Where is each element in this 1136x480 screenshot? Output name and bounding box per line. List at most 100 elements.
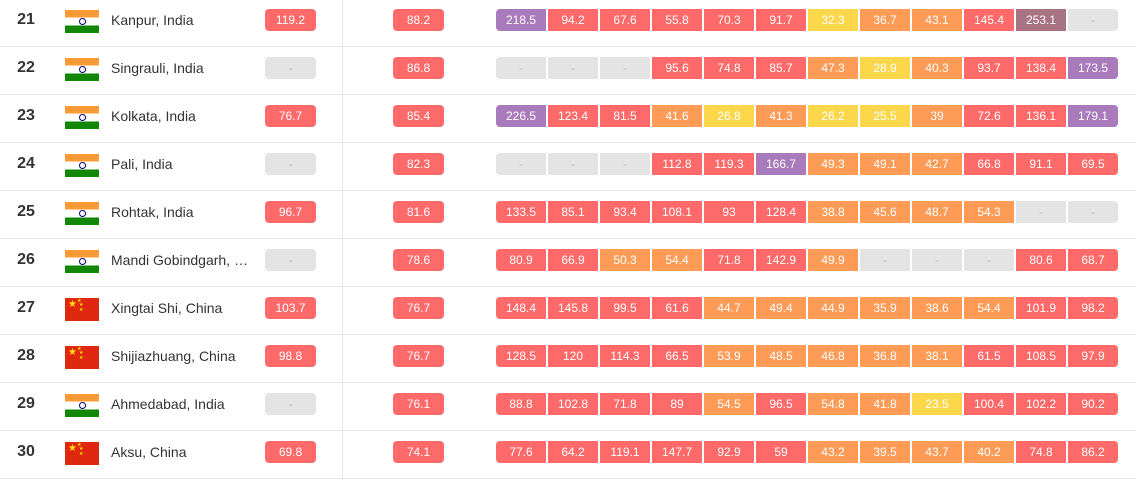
month-value-cell: 133.5 xyxy=(496,201,546,223)
month-value-cell: 100.4 xyxy=(964,393,1014,415)
city-name-link[interactable]: Ahmedabad, India xyxy=(111,396,225,412)
month-value-cell: - xyxy=(600,57,650,79)
city-name-link[interactable]: Kanpur, India xyxy=(111,12,194,28)
month-value-cell: 253.1 xyxy=(1016,9,1066,31)
monthly-values-bar: - - -112.8 119.3 166.7 49.3 49.1 42.7 66.8 91.1 69… xyxy=(496,153,1120,175)
column-divider xyxy=(342,0,343,480)
month-value-cell: 67.6 xyxy=(600,9,650,31)
month-value-cell: 120 xyxy=(548,345,598,367)
india-flag-icon xyxy=(65,10,99,33)
month-value-cell: 102.2 xyxy=(1016,393,1066,415)
month-value-cell: 54.4 xyxy=(652,249,702,271)
city-name-link[interactable]: Xingtai Shi, China xyxy=(111,300,223,316)
rank-number: 26 xyxy=(17,251,35,268)
monthly-values-bar: 77.6 64.2 119.1 147.7 92.9 59 43.2 39.5 43.7 40.2… xyxy=(496,441,1120,463)
month-value-cell: 45.6 xyxy=(860,201,910,223)
month-value-cell: 46.8 xyxy=(808,345,858,367)
month-value-cell: - xyxy=(912,249,962,271)
month-value-cell: 54.4 xyxy=(964,297,1014,319)
flag-star-icon: ★ xyxy=(68,299,77,310)
month-value-cell: 44.9 xyxy=(808,297,858,319)
month-value-cell: 49.4 xyxy=(756,297,806,319)
month-value-cell: 36.8 xyxy=(860,345,910,367)
avg-2023-value: 81.6 xyxy=(393,201,444,223)
month-value-cell: 85.1 xyxy=(548,201,598,223)
city-name-link[interactable]: Mandi Gobindgarh, … xyxy=(111,252,248,268)
month-value-cell: 66.5 xyxy=(652,345,702,367)
month-value-cell: 72.6 xyxy=(964,105,1014,127)
month-value-cell: 218.5 xyxy=(496,9,546,31)
table-row: 22 Singrauli, India -86.8- - -95.6 74.8 85.7 47… xyxy=(0,46,1136,95)
monthly-values-bar: 226.5 123.4 81.5 41.6 26.8 41.3 26.2 25.5 39 72.6… xyxy=(496,105,1120,127)
flag-star-icon: ★ xyxy=(79,302,84,308)
city-name-link[interactable]: Shijiazhuang, China xyxy=(111,348,236,364)
month-value-cell: 119.3 xyxy=(704,153,754,175)
month-value-cell: 93.4 xyxy=(600,201,650,223)
flag-star-icon: ★ xyxy=(79,350,84,356)
month-value-cell: 28.9 xyxy=(860,57,910,79)
table-row: 30 ★ ★ ★ ★ Aksu, China 69.8 74.1 77.6 64.2 119.1 14… xyxy=(0,430,1136,479)
month-value-cell: 93.7 xyxy=(964,57,1014,79)
month-value-cell: 39.5 xyxy=(860,441,910,463)
month-value-cell: 97.9 xyxy=(1068,345,1118,367)
table-row: 24 Pali, India -82.3- - -112.8 119.3 166.7 49.3… xyxy=(0,142,1136,191)
monthly-values-bar: 148.4 145.8 99.5 61.6 44.7 49.4 44.9 35.9 38.6 54… xyxy=(496,297,1120,319)
month-value-cell: 74.8 xyxy=(704,57,754,79)
flag-star-icon: ★ xyxy=(77,442,82,448)
flag-star-icon: ★ xyxy=(79,451,84,457)
avg-2024-value: 103.7 xyxy=(265,297,316,319)
monthly-values-bar: - - -95.6 74.8 85.7 47.3 28.9 40.3 93.7 138.4 173.… xyxy=(496,57,1120,79)
city-name-link[interactable]: Aksu, China xyxy=(111,444,187,460)
month-value-cell: 32.3 xyxy=(808,9,858,31)
month-value-cell: 93 xyxy=(704,201,754,223)
month-value-cell: 25.5 xyxy=(860,105,910,127)
month-value-cell: 41.8 xyxy=(860,393,910,415)
india-flag-icon xyxy=(65,394,99,417)
month-value-cell: 85.7 xyxy=(756,57,806,79)
month-value-cell: 66.8 xyxy=(964,153,1014,175)
rank-number: 24 xyxy=(17,155,35,172)
city-name-link[interactable]: Pali, India xyxy=(111,156,173,172)
table-row: 26 Mandi Gobindgarh, … - 78.6 80.9 66.9 50.3 54… xyxy=(0,238,1136,287)
month-value-cell: 59 xyxy=(756,441,806,463)
month-value-cell: 81.5 xyxy=(600,105,650,127)
month-value-cell: 74.8 xyxy=(1016,441,1066,463)
table-row: 25 Rohtak, India 96.7 81.6 133.5 85.1 93.4 108.… xyxy=(0,190,1136,239)
rank-number: 22 xyxy=(17,59,35,76)
table-row: 21 Kanpur, India 119.2 88.2 218.5 94.2 67.6 55.… xyxy=(0,0,1136,47)
india-flag-icon xyxy=(65,154,99,177)
month-value-cell: - xyxy=(600,153,650,175)
month-value-cell: - xyxy=(1016,201,1066,223)
india-flag-icon xyxy=(65,202,99,225)
table-row: 23 Kolkata, India 76.7 85.4 226.5 123.4 81.5 41… xyxy=(0,94,1136,143)
month-value-cell: 43.1 xyxy=(912,9,962,31)
month-value-cell: 41.6 xyxy=(652,105,702,127)
month-value-cell: - xyxy=(1068,201,1118,223)
month-value-cell: 145.4 xyxy=(964,9,1014,31)
month-value-cell: 90.2 xyxy=(1068,393,1118,415)
month-value-cell: 95.6 xyxy=(652,57,702,79)
avg-2023-value: 78.6 xyxy=(393,249,444,271)
monthly-values-bar: 128.5 120 114.3 66.5 53.9 48.5 46.8 36.8 38.1 61.… xyxy=(496,345,1120,367)
month-value-cell: 61.6 xyxy=(652,297,702,319)
month-value-cell: 148.4 xyxy=(496,297,546,319)
month-value-cell: 91.7 xyxy=(756,9,806,31)
month-value-cell: 226.5 xyxy=(496,105,546,127)
monthly-values-bar: 80.9 66.9 50.3 54.4 71.8 142.9 49.9- - -80.6 68.7 xyxy=(496,249,1120,271)
avg-2023-value: 76.1 xyxy=(393,393,444,415)
month-value-cell: 94.2 xyxy=(548,9,598,31)
avg-2024-value: - xyxy=(265,153,316,175)
month-value-cell: 36.7 xyxy=(860,9,910,31)
month-value-cell: 145.8 xyxy=(548,297,598,319)
table-row: 28 ★ ★ ★ ★ Shijiazhuang, China 98.8 76.7 128.5 12… xyxy=(0,334,1136,383)
city-name-link[interactable]: Singrauli, India xyxy=(111,60,204,76)
month-value-cell: 49.1 xyxy=(860,153,910,175)
month-value-cell: 54.5 xyxy=(704,393,754,415)
china-flag-icon: ★ ★ ★ ★ xyxy=(65,346,99,369)
city-name-link[interactable]: Kolkata, India xyxy=(111,108,196,124)
month-value-cell: 48.5 xyxy=(756,345,806,367)
month-value-cell: 142.9 xyxy=(756,249,806,271)
city-name-link[interactable]: Rohtak, India xyxy=(111,204,194,220)
month-value-cell: - xyxy=(860,249,910,271)
month-value-cell: 114.3 xyxy=(600,345,650,367)
